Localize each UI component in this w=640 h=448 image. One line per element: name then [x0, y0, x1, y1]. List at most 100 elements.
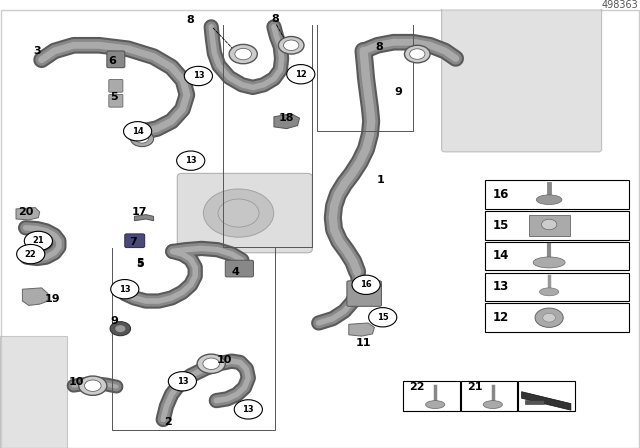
Text: 5: 5 [110, 92, 118, 102]
Text: 3: 3 [33, 46, 41, 56]
FancyBboxPatch shape [461, 381, 517, 411]
Circle shape [115, 325, 125, 332]
Text: 8: 8 [271, 14, 279, 24]
Text: 498363: 498363 [602, 0, 639, 10]
Text: 22: 22 [25, 250, 36, 258]
Text: 1: 1 [377, 175, 385, 185]
Text: 13: 13 [119, 284, 131, 294]
Text: 8: 8 [187, 15, 195, 25]
Ellipse shape [483, 401, 502, 409]
Text: 11: 11 [356, 338, 371, 348]
Text: 5: 5 [136, 259, 143, 269]
Circle shape [203, 358, 220, 370]
Text: 21: 21 [33, 237, 44, 246]
Polygon shape [22, 288, 48, 306]
Text: 14: 14 [493, 250, 509, 263]
Text: 12: 12 [493, 311, 509, 324]
Circle shape [84, 380, 101, 392]
Text: 13: 13 [193, 72, 204, 81]
Circle shape [535, 308, 563, 327]
FancyBboxPatch shape [125, 234, 145, 247]
Circle shape [287, 65, 315, 84]
Text: 19: 19 [45, 294, 60, 304]
Circle shape [352, 275, 380, 294]
Circle shape [24, 231, 52, 250]
FancyBboxPatch shape [225, 260, 253, 277]
Circle shape [541, 219, 557, 230]
FancyBboxPatch shape [109, 79, 123, 92]
Polygon shape [134, 215, 154, 221]
Circle shape [218, 199, 259, 227]
Text: 2: 2 [164, 417, 172, 426]
Text: 14: 14 [132, 127, 143, 136]
Polygon shape [16, 207, 40, 220]
FancyBboxPatch shape [485, 211, 629, 240]
Text: 12: 12 [295, 70, 307, 79]
Text: 21: 21 [467, 382, 483, 392]
Text: 6: 6 [108, 56, 116, 66]
Polygon shape [525, 400, 544, 404]
Text: 4: 4 [232, 267, 239, 277]
Ellipse shape [536, 195, 562, 205]
Circle shape [177, 151, 205, 170]
Circle shape [410, 49, 425, 59]
Circle shape [124, 121, 152, 141]
Text: 22: 22 [410, 382, 425, 392]
FancyBboxPatch shape [485, 303, 629, 332]
Text: 15: 15 [493, 219, 509, 232]
Circle shape [111, 280, 139, 299]
Circle shape [131, 131, 154, 146]
Ellipse shape [426, 401, 445, 409]
Text: 13: 13 [177, 377, 188, 386]
Ellipse shape [533, 257, 565, 268]
Text: 9: 9 [110, 316, 118, 326]
Polygon shape [522, 392, 571, 410]
Text: 18: 18 [279, 113, 294, 123]
FancyBboxPatch shape [442, 7, 602, 152]
Text: 5: 5 [136, 258, 143, 268]
Polygon shape [274, 114, 300, 129]
Text: 15: 15 [377, 313, 388, 322]
Circle shape [404, 45, 430, 63]
Circle shape [284, 40, 299, 51]
Circle shape [235, 48, 252, 60]
FancyBboxPatch shape [485, 181, 629, 209]
Circle shape [204, 189, 274, 237]
Text: 9: 9 [394, 87, 402, 97]
FancyBboxPatch shape [347, 281, 381, 306]
Text: 7: 7 [129, 237, 137, 247]
Text: 16: 16 [493, 188, 509, 201]
Circle shape [168, 372, 196, 391]
Ellipse shape [540, 288, 559, 296]
FancyBboxPatch shape [485, 242, 629, 270]
FancyBboxPatch shape [518, 381, 575, 411]
FancyBboxPatch shape [0, 336, 67, 448]
Circle shape [136, 134, 148, 143]
Text: 17: 17 [132, 207, 147, 217]
FancyBboxPatch shape [485, 272, 629, 301]
Polygon shape [349, 323, 374, 336]
Circle shape [79, 376, 107, 395]
Circle shape [197, 354, 225, 374]
Text: 13: 13 [493, 280, 509, 293]
Text: 20: 20 [18, 207, 33, 217]
Circle shape [234, 400, 262, 419]
Circle shape [278, 36, 304, 54]
Text: 8: 8 [375, 42, 383, 52]
Text: 13: 13 [243, 405, 254, 414]
Text: 10: 10 [69, 377, 84, 387]
Text: 13: 13 [185, 156, 196, 165]
Circle shape [369, 308, 397, 327]
FancyBboxPatch shape [107, 51, 125, 68]
FancyBboxPatch shape [529, 215, 570, 236]
FancyBboxPatch shape [177, 173, 312, 253]
Circle shape [17, 245, 45, 264]
Circle shape [229, 44, 257, 64]
Circle shape [543, 313, 556, 322]
Circle shape [184, 66, 212, 86]
FancyBboxPatch shape [403, 381, 460, 411]
FancyBboxPatch shape [109, 95, 123, 107]
Text: 10: 10 [216, 355, 232, 365]
Text: 16: 16 [360, 280, 372, 289]
Circle shape [110, 322, 131, 336]
